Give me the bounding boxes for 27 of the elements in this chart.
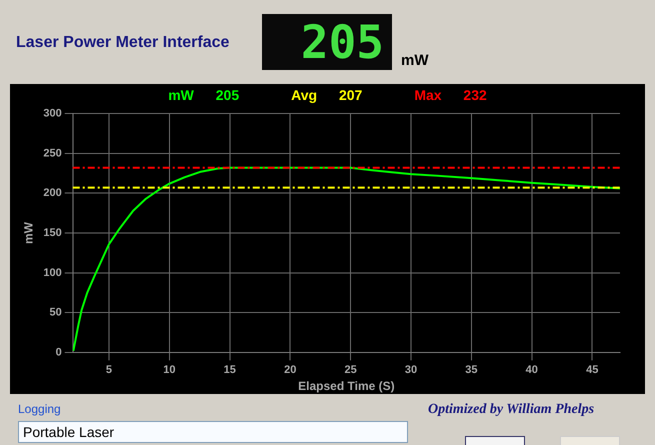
y-tick-label: 200 xyxy=(43,187,62,200)
y-tick-label: 50 xyxy=(50,306,62,319)
text: Optimized by William Phelps xyxy=(428,402,594,418)
text: Logging xyxy=(18,402,61,416)
chart-title: Laser Power Meter Interface xyxy=(16,34,230,52)
x-tick-label: 20 xyxy=(284,364,296,376)
x-tick-label: 5 xyxy=(106,364,112,376)
y-tick-label: 250 xyxy=(43,147,62,160)
ref-line-label: Avg 207 xyxy=(291,87,362,103)
text: mW 205 xyxy=(168,87,240,103)
x-tick-label: 10 xyxy=(163,364,176,376)
text: 205 xyxy=(262,14,392,70)
x-tick-label: 30 xyxy=(404,364,418,376)
y-tick-label: 100 xyxy=(43,266,62,279)
x-tick-label: 45 xyxy=(586,364,598,376)
text: mW xyxy=(401,52,428,69)
x-axis-title: Elapsed Time (S) xyxy=(298,379,395,394)
x-tick-label: 35 xyxy=(465,364,478,376)
y-tick-label: 0 xyxy=(56,346,62,358)
y-axis-title: mW xyxy=(22,221,36,244)
x-tick-label: 40 xyxy=(526,364,538,376)
x-tick-label: 25 xyxy=(344,364,357,376)
text: Portable Laser xyxy=(18,421,408,443)
y-tick-label: 300 xyxy=(43,108,62,120)
y-tick-label: 150 xyxy=(43,227,62,240)
x-tick-label: 15 xyxy=(224,364,236,376)
ref-line-label: Max 232 xyxy=(414,87,487,103)
